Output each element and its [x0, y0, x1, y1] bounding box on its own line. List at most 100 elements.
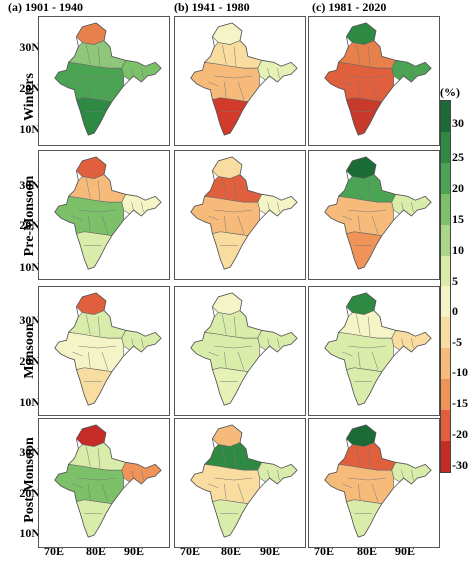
region-northeast: [391, 329, 432, 353]
subdivision-border: [131, 470, 134, 479]
subdivision-border: [411, 338, 414, 349]
region-central: [324, 61, 394, 102]
region-northeast: [391, 193, 432, 217]
subdivision-border: [101, 483, 109, 502]
subdivision-border: [371, 215, 379, 234]
subdivision-border: [401, 68, 404, 77]
subdivision-border: [411, 202, 414, 213]
region-northeast: [257, 329, 298, 353]
column-title-1941-1980: (b) 1941 - 1980: [174, 0, 250, 14]
subdivision-border: [267, 202, 270, 211]
subdivision-border: [342, 81, 353, 87]
subdivision-border: [88, 351, 91, 368]
subdivision-border: [277, 68, 280, 79]
subdivision-border: [141, 338, 144, 349]
subdivision-border: [208, 483, 219, 489]
subdivision-border: [233, 180, 237, 201]
subdivision-border: [367, 316, 371, 337]
subdivision-border: [222, 44, 227, 65]
subdivision-border: [72, 483, 83, 489]
subdivision-border: [86, 44, 91, 65]
subdivision-border: [222, 178, 227, 199]
colorbar-unit: (%): [440, 85, 460, 99]
region-central: [324, 463, 394, 504]
map-panel-post-monsoon-1: [38, 418, 170, 548]
map-panel-post-monsoon-2: [174, 418, 306, 548]
subdivision-border: [233, 316, 237, 337]
subdivision-border: [401, 338, 404, 347]
colorbar: [440, 100, 451, 473]
subdivision-border: [97, 448, 101, 469]
country-outline: [324, 156, 432, 270]
row-label-monsoon: Monsoon: [22, 323, 37, 379]
subdivision-border: [267, 338, 270, 347]
india-map: [324, 424, 432, 538]
subdivision-border: [98, 75, 116, 79]
subdivision-border: [88, 81, 91, 98]
colorbar-segment: [441, 440, 450, 472]
ytick-20n: 20N: [19, 354, 40, 368]
map-panel-monsoon-3: [308, 286, 440, 416]
country-outline: [324, 424, 432, 538]
subdivision-border: [224, 81, 227, 98]
subdivision-border: [368, 345, 386, 349]
region-central: [190, 195, 260, 236]
subdivision-border: [131, 68, 134, 77]
country-outline: [54, 292, 162, 406]
subdivision-border: [342, 215, 353, 221]
subdivision-border: [88, 483, 91, 500]
region-northeast: [121, 59, 162, 83]
colorbar-segment: [441, 317, 450, 349]
subdivision-border: [98, 477, 116, 481]
subdivision-border: [101, 81, 109, 100]
colorbar-tick-label: 25: [452, 150, 464, 164]
subdivision-border: [224, 351, 227, 368]
subdivision-border: [234, 345, 252, 349]
ytick-30n: 30N: [19, 313, 40, 327]
subdivision-border: [401, 202, 404, 211]
india-map: [54, 424, 162, 538]
subdivision-border: [234, 75, 252, 79]
india-map: [54, 156, 162, 270]
map-panel-winters-3: [308, 16, 440, 146]
india-map: [324, 156, 432, 270]
ytick-30n: 30N: [19, 178, 40, 192]
colorbar-segment: [441, 410, 450, 441]
subdivision-border: [78, 209, 99, 213]
colorbar-tick-label: 10: [452, 243, 464, 257]
subdivision-border: [214, 477, 235, 481]
region-northeast: [257, 193, 298, 217]
region-northeast: [257, 461, 298, 485]
subdivision-border: [141, 202, 144, 213]
subdivision-border: [367, 448, 371, 469]
subdivision-border: [131, 202, 134, 211]
colorbar-tick-label: 0: [452, 304, 458, 318]
subdivision-border: [267, 470, 270, 479]
subdivision-border: [72, 81, 83, 87]
subdivision-border: [214, 345, 235, 349]
subdivision-border: [367, 180, 371, 201]
subdivision-border: [86, 314, 91, 335]
subdivision-border: [78, 75, 99, 79]
subdivision-border: [86, 446, 91, 467]
row-label-pre-monsoon: Pre-Monsoon: [22, 175, 37, 257]
region-northeast: [257, 59, 298, 83]
region-northeast: [121, 329, 162, 353]
map-panel-monsoon-1: [38, 286, 170, 416]
subdivision-border: [356, 44, 361, 65]
row-label-post-monsoon: Post-Monsoon: [22, 437, 37, 523]
subdivision-border: [401, 470, 404, 479]
ytick-20n: 20N: [19, 81, 40, 95]
colorbar-tick-label: 15: [452, 212, 464, 226]
subdivision-border: [233, 448, 237, 469]
india-map: [54, 22, 162, 136]
colorbar-segment: [441, 286, 450, 318]
subdivision-border: [356, 314, 361, 335]
subdivision-border: [97, 180, 101, 201]
subdivision-border: [277, 202, 280, 213]
colorbar-tick-label: -5: [452, 335, 462, 349]
subdivision-border: [411, 68, 414, 79]
ytick-30n: 30N: [19, 40, 40, 54]
subdivision-border: [342, 483, 353, 489]
subdivision-border: [348, 75, 369, 79]
